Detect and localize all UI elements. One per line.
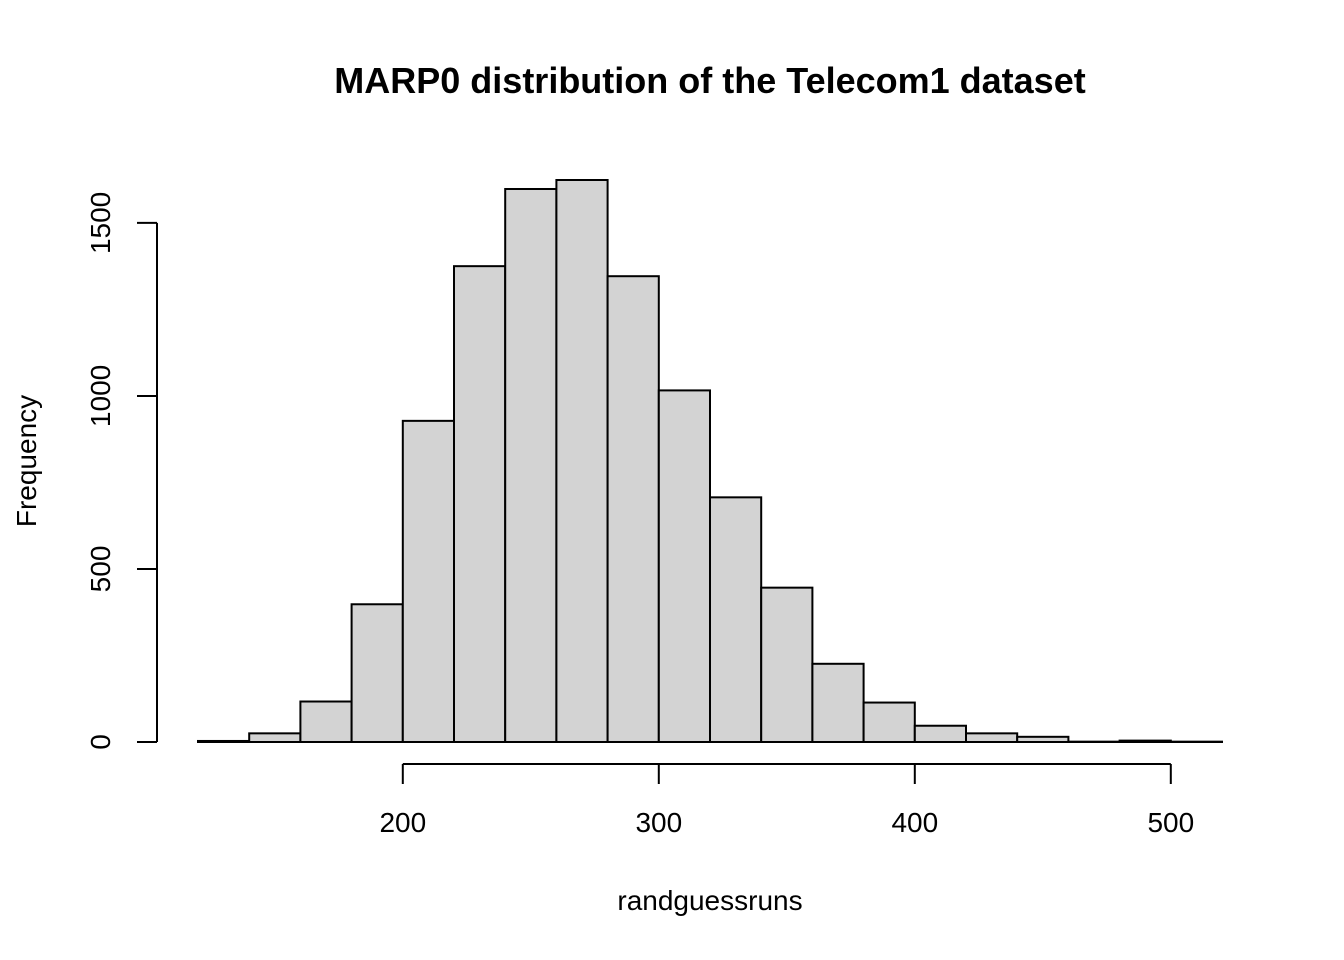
y-tick-label: 1500 <box>85 192 116 254</box>
y-tick-label: 1000 <box>85 365 116 427</box>
histogram-bar <box>504 187 558 743</box>
histogram-bar <box>248 732 302 743</box>
x-tick-label: 400 <box>891 807 938 838</box>
histogram-bar <box>401 419 455 743</box>
x-axis-label: randguessruns <box>617 885 802 916</box>
histogram-bar <box>760 586 814 744</box>
x-tick-label: 300 <box>635 807 682 838</box>
histogram-bar <box>965 732 1019 743</box>
histogram-bar <box>606 275 660 743</box>
histogram-bar <box>657 389 711 743</box>
y-tick-label: 0 <box>85 734 116 750</box>
x-axis: 200 300 400 500 <box>379 763 1194 838</box>
histogram-bar <box>709 496 763 743</box>
histogram-bar <box>299 700 353 744</box>
y-tick-label: 500 <box>85 546 116 593</box>
histogram-bar <box>811 662 865 744</box>
y-axis: 0 500 1000 1500 <box>85 192 158 750</box>
histogram-bar <box>555 179 609 743</box>
histogram-bar <box>913 724 967 744</box>
x-tick-label: 200 <box>379 807 426 838</box>
histogram-bar <box>453 265 507 743</box>
histogram-bar <box>862 701 916 743</box>
y-axis-label: Frequency <box>11 395 42 527</box>
bars-group <box>197 179 1224 744</box>
x-tick-label: 500 <box>1147 807 1194 838</box>
chart-title: MARP0 distribution of the Telecom1 datas… <box>334 60 1085 101</box>
histogram-bar <box>350 603 404 744</box>
